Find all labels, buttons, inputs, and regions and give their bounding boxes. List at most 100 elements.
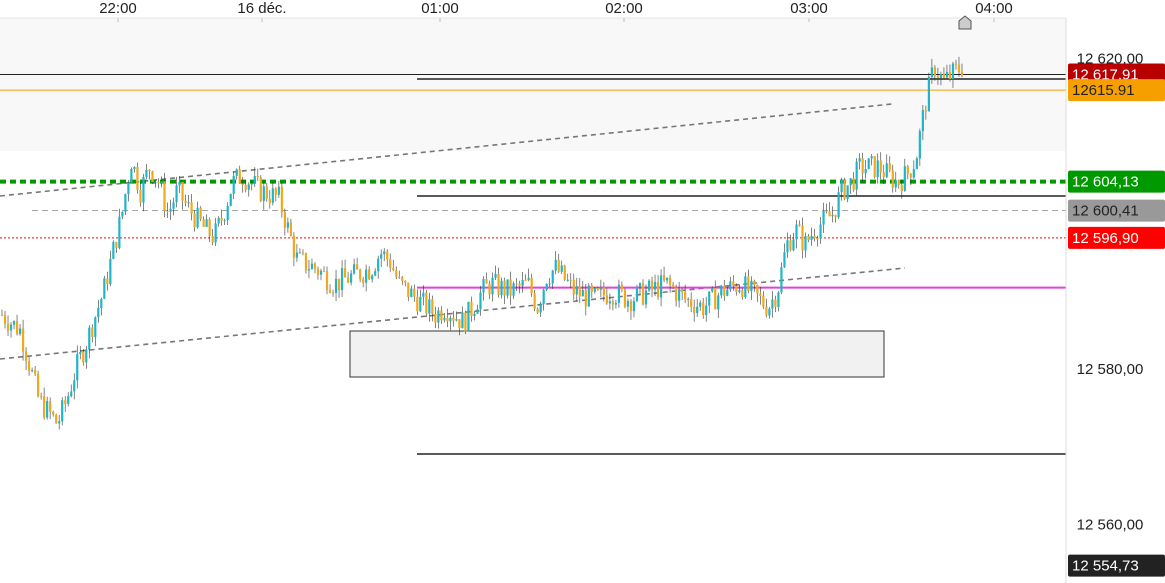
candle-body — [410, 288, 413, 297]
candle-body — [100, 298, 103, 309]
candle-body — [482, 279, 485, 293]
price-badge-label: 12 554,73 — [1072, 558, 1139, 575]
candle-body — [711, 287, 714, 292]
candle-body — [500, 280, 503, 295]
candle-body — [512, 283, 515, 296]
candle-body — [316, 268, 320, 275]
candle-body — [133, 166, 136, 169]
candle-body — [485, 279, 488, 284]
candle-body — [497, 273, 500, 295]
candle-body — [49, 401, 52, 412]
candle-body — [551, 270, 554, 284]
candle-body — [629, 301, 633, 312]
candle-body — [67, 396, 70, 405]
drawing-tools[interactable] — [0, 78, 1066, 455]
horizontal-levels[interactable] — [0, 74, 1066, 289]
candle-body — [536, 308, 539, 313]
candle-body — [720, 285, 723, 296]
candle-body — [681, 289, 684, 293]
candle-body — [353, 264, 356, 274]
candle-body — [786, 240, 789, 253]
candle-body — [229, 193, 232, 206]
candle-body — [708, 291, 711, 306]
candle-body — [55, 414, 58, 424]
upper-trend-line[interactable] — [0, 103, 893, 197]
candle-body — [115, 241, 118, 248]
candle-body — [921, 110, 924, 132]
candle-body — [563, 265, 566, 280]
candle-body — [127, 182, 130, 195]
candle-body — [954, 63, 958, 65]
candle-body — [828, 211, 831, 217]
candle-body — [566, 279, 569, 281]
candle-body — [151, 171, 154, 183]
candle-body — [187, 202, 190, 204]
time-axis: 22:00 16 déc. 01:00 02:00 03:00 04:00 — [0, 0, 1066, 22]
candle-body — [822, 210, 825, 225]
candle-body — [936, 75, 940, 79]
candle-body — [277, 186, 280, 195]
candle-body — [331, 292, 335, 294]
candle-body — [88, 327, 91, 350]
candle-body — [518, 283, 521, 286]
candle-body — [656, 282, 660, 298]
home-marker-icon[interactable] — [958, 15, 972, 30]
candle-body — [121, 211, 124, 217]
candle-body — [322, 270, 326, 272]
candle-body — [855, 161, 858, 190]
candle-body — [560, 265, 563, 272]
candle-body — [91, 327, 94, 337]
price-tick-label: 12 560,00 — [1077, 517, 1144, 534]
candle-body — [395, 270, 398, 278]
candle-body — [491, 277, 494, 295]
candle-body — [437, 310, 440, 323]
candle-body — [196, 207, 199, 228]
candle-body — [852, 178, 855, 190]
candle-body — [765, 306, 768, 316]
candle-body — [79, 351, 82, 355]
candle-body — [801, 226, 804, 251]
candle-body — [756, 285, 759, 294]
candle-body — [557, 259, 560, 272]
candle-body — [356, 264, 359, 270]
candle-body — [301, 252, 305, 254]
candle-body — [43, 396, 46, 418]
candle-body — [97, 308, 100, 318]
candle-body — [792, 239, 795, 251]
candle-body — [662, 275, 666, 281]
candle-body — [386, 251, 389, 260]
candle-body — [572, 279, 575, 295]
candle-body — [732, 281, 735, 286]
candle-body — [744, 276, 747, 298]
candle-body — [24, 351, 28, 362]
consolidation-box[interactable] — [349, 330, 885, 378]
candle-body — [37, 373, 40, 397]
candle-body — [530, 277, 533, 294]
candle-body — [774, 299, 777, 308]
candle-body — [861, 158, 864, 174]
candle-body — [307, 269, 311, 271]
candle-body — [479, 292, 482, 310]
candle-body — [569, 279, 572, 281]
candle-body — [864, 168, 867, 174]
candle-body — [900, 184, 903, 192]
candle-body — [906, 166, 909, 174]
candle-body — [21, 328, 25, 352]
candle-body — [575, 286, 578, 295]
candle-body — [142, 176, 145, 203]
candle-body — [777, 292, 780, 308]
price-badge — [1068, 554, 1165, 577]
candle-body — [626, 301, 630, 307]
candle-body — [12, 321, 16, 325]
candle-body — [870, 156, 873, 159]
candle-body — [816, 238, 819, 240]
time-tick-label: 01:00 — [421, 0, 459, 17]
candle-body — [581, 289, 584, 297]
candle-body — [849, 178, 852, 186]
candle-body — [650, 280, 654, 290]
candle-body — [632, 301, 636, 312]
candle-body — [241, 183, 244, 185]
candle-body — [584, 289, 587, 307]
price-axis[interactable]: 12 620,00 12 580,00 12 560,00 — [1077, 50, 1144, 533]
